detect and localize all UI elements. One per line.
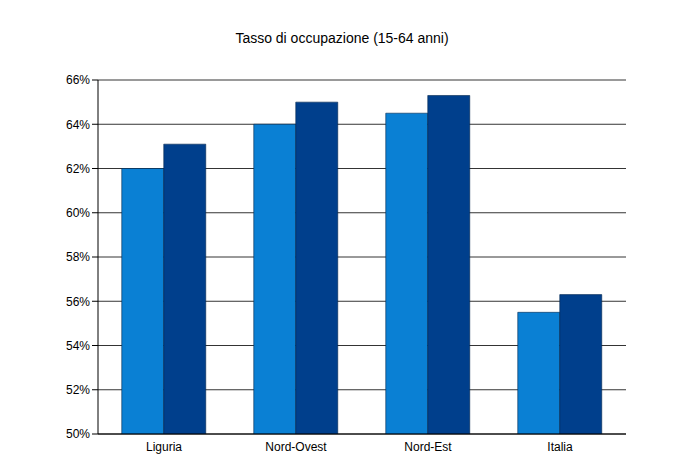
svg-text:Nord-Ovest: Nord-Ovest [265, 440, 327, 454]
svg-text:56%: 56% [66, 295, 90, 309]
svg-text:Liguria: Liguria [146, 440, 182, 454]
svg-text:Italia: Italia [547, 440, 573, 454]
svg-text:52%: 52% [66, 383, 90, 397]
svg-text:62%: 62% [66, 162, 90, 176]
svg-text:60%: 60% [66, 206, 90, 220]
svg-text:Nord-Est: Nord-Est [404, 440, 452, 454]
svg-text:64%: 64% [66, 118, 90, 132]
svg-text:66%: 66% [66, 73, 90, 87]
svg-text:50%: 50% [66, 427, 90, 441]
html-text:Tasso di occupazione (15-64 an: Tasso di occupazione (15-64 anni) [235, 30, 449, 46]
svg-text:54%: 54% [66, 339, 90, 353]
svg-text:58%: 58% [66, 250, 90, 264]
